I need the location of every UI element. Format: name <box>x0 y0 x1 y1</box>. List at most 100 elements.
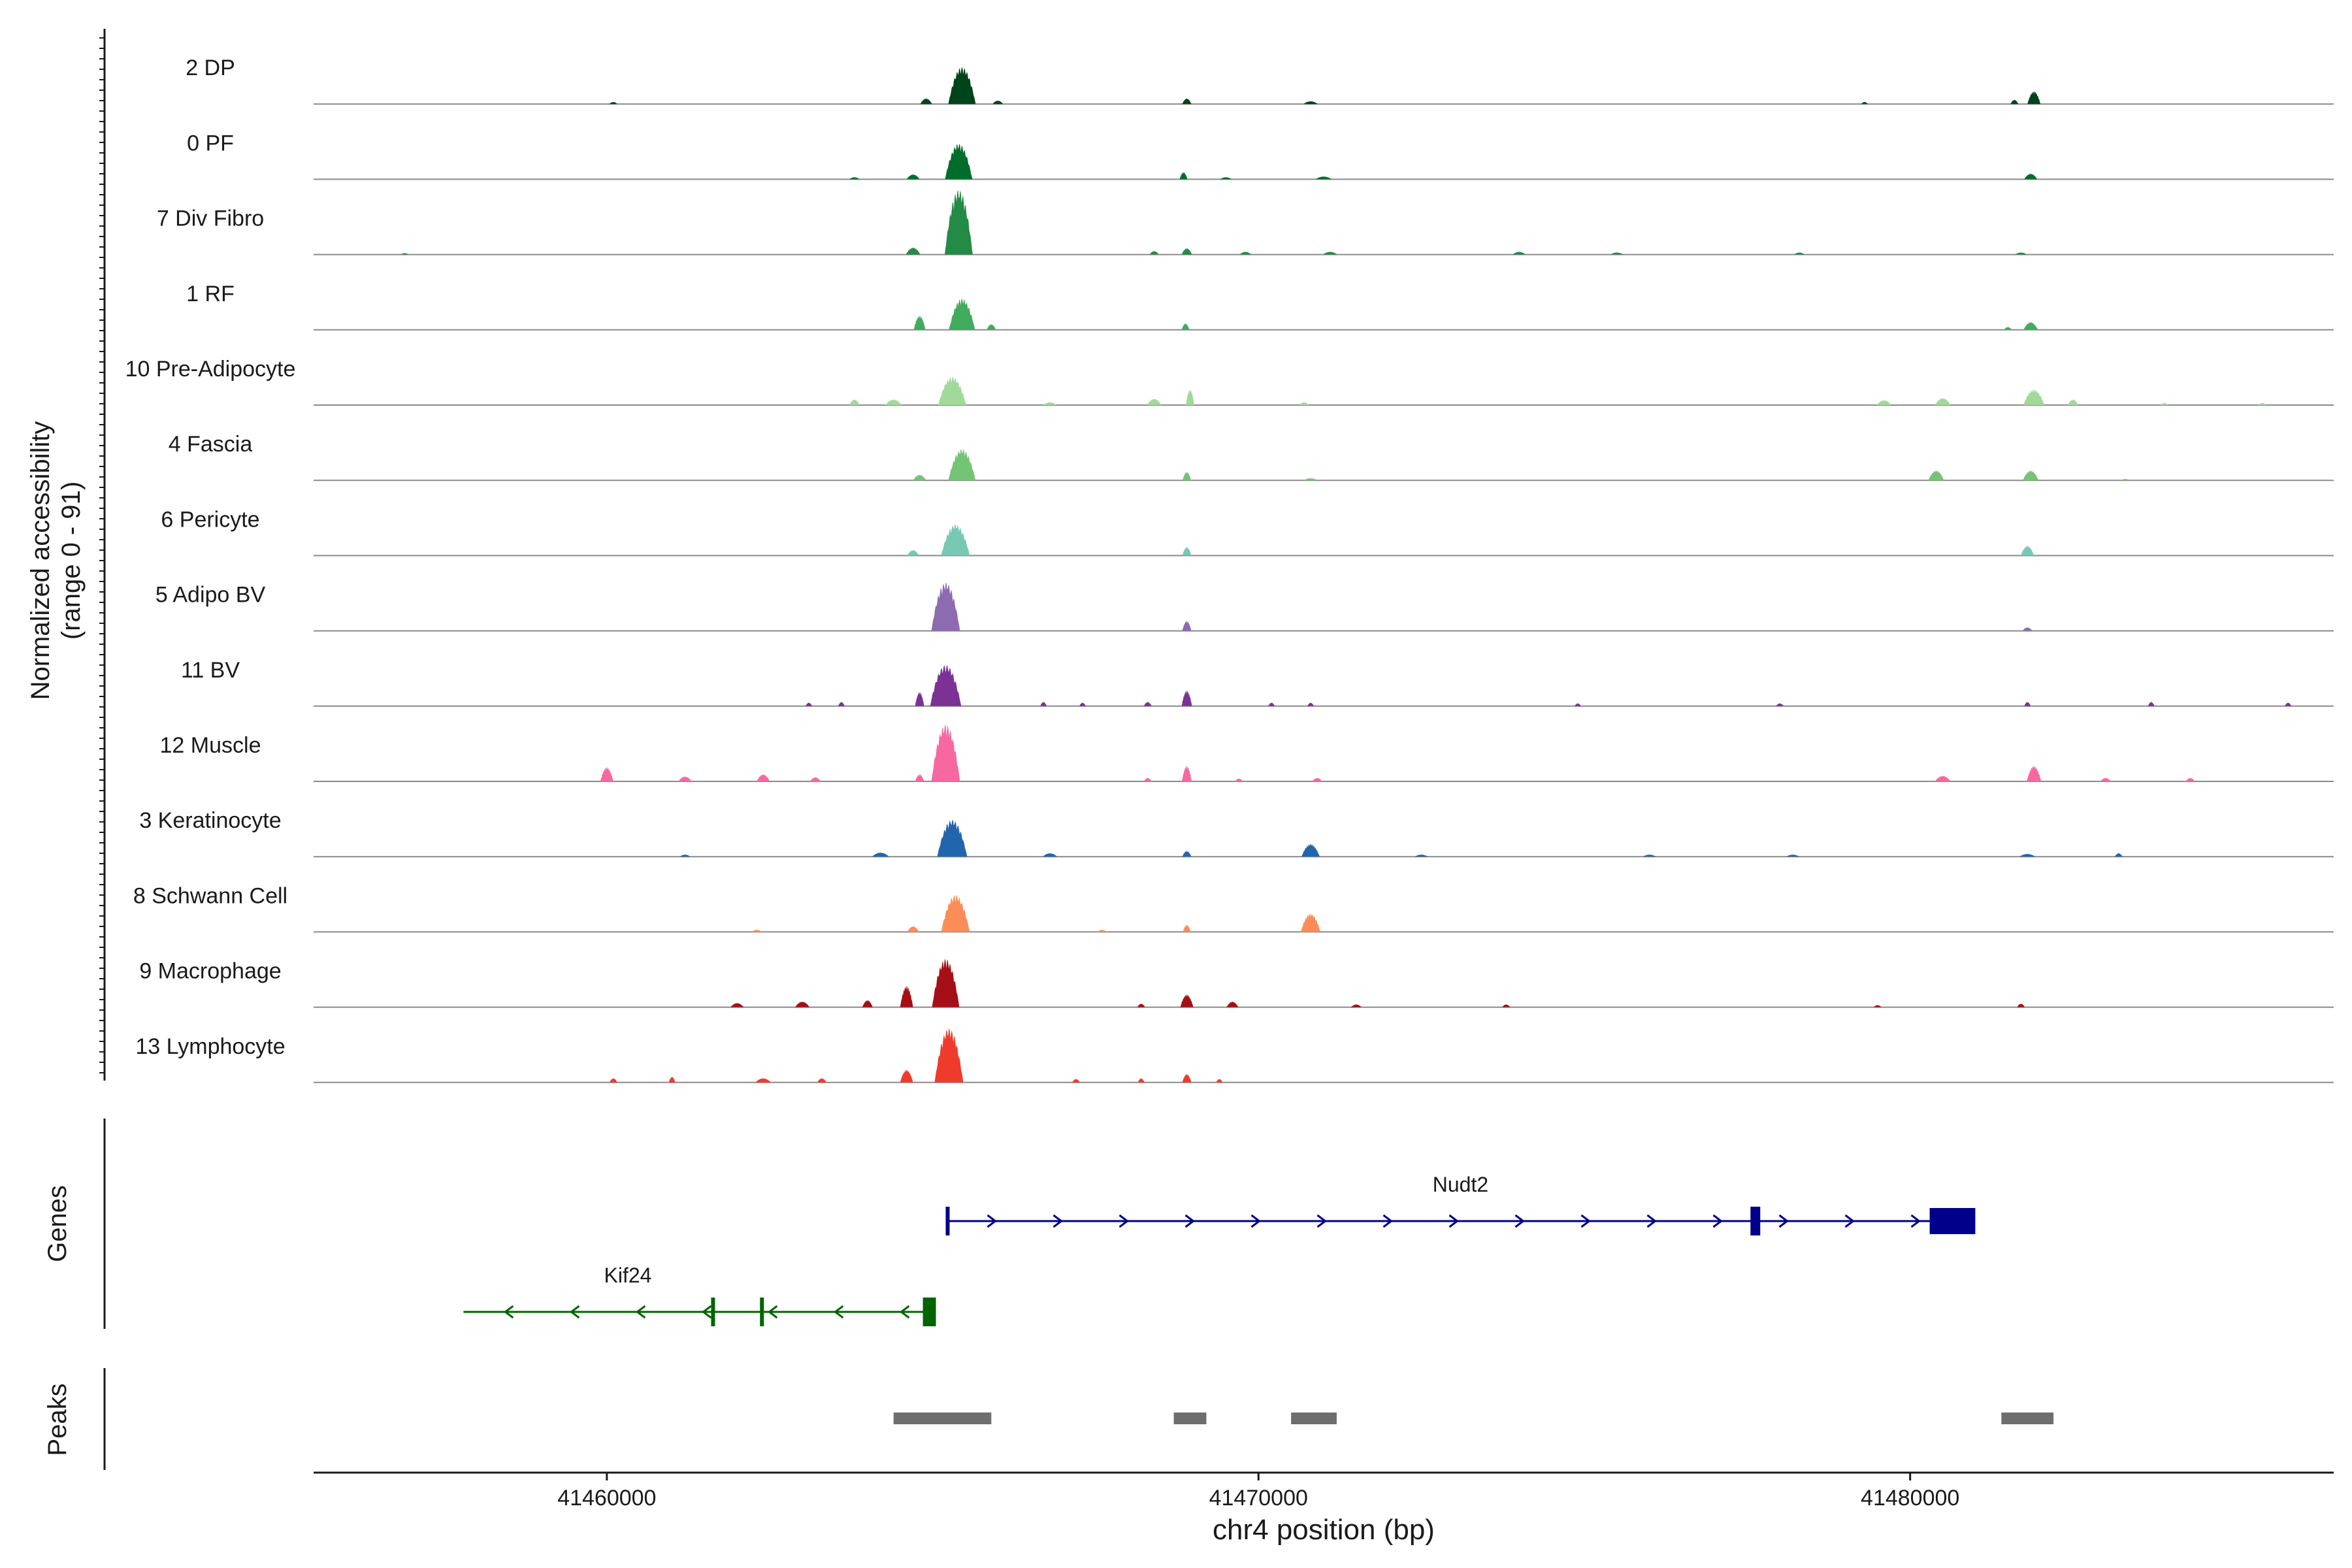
coverage-peak <box>1181 690 1192 706</box>
coverage-peak <box>934 1028 964 1083</box>
coverage-peak <box>1301 843 1320 857</box>
track: 10 Pre-Adipocyte <box>125 357 2334 406</box>
coverage-peak <box>2258 402 2266 405</box>
coverage-peak <box>1143 777 1152 781</box>
coverage-peak <box>913 315 926 330</box>
x-axis-label: chr4 position (bp) <box>1213 1514 1435 1546</box>
coverage-peak <box>1181 248 1192 255</box>
coverage-peak <box>1301 913 1320 932</box>
peak-region <box>2001 1413 2054 1424</box>
gene: Nudt2 <box>945 1173 1976 1235</box>
peaks-track <box>893 1413 2054 1424</box>
strand-arrow <box>1514 1214 1525 1228</box>
coverage-peak <box>1220 177 1232 180</box>
y-axis-label-line2: (range 0 - 91) <box>57 482 86 640</box>
coverage-peak <box>885 399 902 405</box>
coverage-peak <box>2148 702 2155 706</box>
gene: Kif24 <box>463 1264 936 1326</box>
coverage-peak <box>668 1077 676 1083</box>
track: 4 Fascia <box>169 432 2334 482</box>
coverage-peak <box>1794 252 1805 255</box>
track-label: 9 Macrophage <box>139 959 281 984</box>
coverage-peak <box>1323 252 1337 255</box>
strand-arrow <box>1119 1214 1129 1228</box>
track-label: 6 Pericyte <box>161 507 259 532</box>
strand-arrow <box>899 1305 910 1319</box>
coverage-peak <box>1303 101 1318 105</box>
coverage-peak <box>1876 400 1891 405</box>
coverage-peak <box>817 1078 826 1083</box>
coverage-peak <box>1182 98 1192 105</box>
coverage-peak <box>941 524 970 556</box>
coverage-peak <box>906 174 920 180</box>
coverage-peak <box>931 583 960 631</box>
coverage-peak <box>2068 399 2078 405</box>
coverage-peak <box>1776 703 1784 706</box>
coverage-peak <box>1642 854 1656 857</box>
coverage-peak <box>938 376 966 405</box>
coverage-peak <box>2027 91 2041 105</box>
coverage-peak <box>609 1078 617 1083</box>
coverage-peak <box>1935 398 1951 405</box>
coverage-peak <box>1350 1004 1362 1007</box>
coverage-peak <box>1181 323 1190 330</box>
coverage-peak <box>1149 251 1159 255</box>
coverage-peak <box>2285 702 2292 706</box>
coverage-peak <box>1861 101 1868 105</box>
coverage-peak <box>1414 854 1428 857</box>
gene-label: Kif24 <box>604 1264 652 1287</box>
genes-track: Nudt2 Kif24 <box>463 1173 1976 1326</box>
coverage-peak <box>2021 546 2034 556</box>
strand-arrow <box>1316 1214 1327 1228</box>
track: 2 DP <box>186 56 2334 105</box>
strand-arrow <box>1646 1214 1657 1228</box>
coverage-peak <box>1786 854 1800 857</box>
coverage-peak <box>907 549 919 556</box>
strand-arrow <box>987 1214 997 1228</box>
strand-arrow <box>1184 1214 1195 1228</box>
track: 0 PF <box>187 131 2334 180</box>
coverage-peak <box>1610 252 1624 255</box>
coverage-peak <box>600 767 613 781</box>
coverage-peak <box>1226 1002 1239 1007</box>
strand-arrow <box>1712 1214 1723 1228</box>
coverage-peak <box>806 702 812 706</box>
coverage-peak <box>2024 173 2038 180</box>
track-label: 13 Lymphocyte <box>135 1034 285 1059</box>
coverage-peak <box>2019 853 2036 857</box>
gene-exon <box>945 1207 950 1235</box>
coverage-peak <box>2023 470 2039 481</box>
coverage-peak <box>1239 252 1252 255</box>
coverage-y-ticks <box>99 37 105 1073</box>
coverage-peak <box>948 449 976 481</box>
coverage-peak <box>2120 479 2130 481</box>
coverage-peak <box>1079 702 1086 706</box>
coverage-peak <box>941 894 970 932</box>
coverage-peak <box>900 1070 913 1083</box>
coverage-peak <box>679 854 691 857</box>
track: 13 Lymphocyte <box>135 1028 2334 1083</box>
coverage-peak <box>1183 472 1191 481</box>
coverage-peak <box>795 1001 809 1007</box>
coverage-peak <box>992 100 1004 105</box>
peak-region <box>893 1413 992 1424</box>
coverage-peak <box>906 247 921 255</box>
coverage-peak <box>1512 252 1526 255</box>
coverage-peak <box>1180 994 1194 1007</box>
coverage-peak <box>1043 853 1058 857</box>
x-tick-label: 41470000 <box>1209 1486 1308 1511</box>
coverage-peak <box>1182 851 1192 857</box>
coverage-peak <box>1186 389 1194 405</box>
coverage-peak <box>1097 930 1107 932</box>
track-label: 4 Fascia <box>169 432 253 457</box>
track: 8 Schwann Cell <box>133 883 2334 933</box>
coverage-peak <box>1216 1079 1223 1083</box>
coverage-peak <box>1928 470 1944 481</box>
track: 12 Muscle <box>160 724 2334 782</box>
coverage-peak <box>2015 252 2027 255</box>
strand-arrow <box>1910 1214 1921 1228</box>
strand-arrow <box>1382 1214 1393 1228</box>
coverage-peak <box>400 253 409 255</box>
x-axis-ticks: 41460000 41470000 41480000 <box>557 1473 1959 1511</box>
